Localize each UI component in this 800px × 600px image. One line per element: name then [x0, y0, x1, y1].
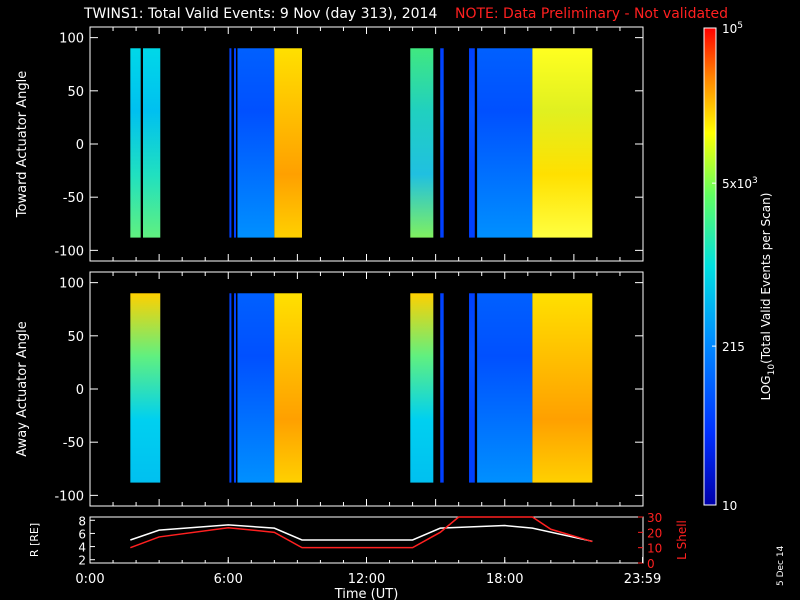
heatmap-block: [130, 48, 141, 238]
y-tick-label: -100: [54, 489, 84, 504]
y-axis-label: Toward Actuator Angle: [15, 71, 30, 218]
y-tick-label: 0: [76, 383, 84, 398]
colorbar-tick-label: 10: [722, 499, 737, 513]
right-y-axis-label: L Shell: [675, 520, 689, 560]
heatmap-top-panel: [90, 27, 643, 261]
y-tick-label: 100: [59, 277, 84, 292]
heatmap-bottom-panel: [90, 272, 643, 506]
heatmap-block: [237, 48, 275, 238]
colorbar-tick-label: 215: [722, 340, 745, 354]
x-tick-label: 23:59: [624, 572, 661, 587]
y-tick-label: -100: [54, 244, 84, 259]
title-note: NOTE: Data Preliminary - Not validated: [455, 6, 729, 22]
heatmap-block: [440, 293, 444, 483]
colorbar-gradient: [703, 27, 717, 506]
left-y-tick-label: 8: [78, 514, 86, 528]
heatmap-block: [532, 48, 593, 238]
title-main: TWINS1: Total Valid Events: 9 Nov (day 3…: [84, 6, 438, 22]
heatmap-block: [234, 48, 237, 238]
y-tick-label: -50: [63, 191, 84, 206]
left-y-tick-label: 6: [78, 527, 86, 541]
date-stamp: 5 Dec 14: [776, 545, 786, 586]
heatmap-block: [477, 293, 533, 483]
heatmap-block: [130, 293, 161, 483]
heatmap-block: [142, 48, 161, 238]
heatmap-block: [274, 48, 302, 238]
heatmap-block: [477, 48, 533, 238]
heatmap-block: [410, 293, 434, 483]
heatmap-block: [237, 293, 275, 483]
x-axis-label: Time (UT): [334, 587, 399, 600]
colorbar: 10 215 5x103 105 LOG10(Total Valid Events pe…: [703, 21, 777, 513]
y-tick-label: 50: [67, 85, 84, 100]
y-tick-label: 100: [59, 32, 84, 47]
heatmap-block: [410, 48, 434, 238]
y-axis-label: Away Actuator Angle: [15, 321, 30, 456]
colorbar-tick-label: 5x103: [722, 176, 758, 191]
y-tick-label: 50: [67, 330, 84, 345]
colorbar-tick-label: 105: [722, 21, 743, 36]
x-tick-label: 12:00: [348, 572, 385, 587]
x-tick-label: 0:00: [75, 572, 104, 587]
heatmap-block: [229, 48, 232, 238]
x-tick-label: 6:00: [214, 572, 243, 587]
left-y-axis-label: R [RE]: [28, 523, 41, 557]
y-tick-label: 0: [76, 138, 84, 153]
heatmap-block: [469, 48, 475, 238]
heatmap-block: [469, 293, 475, 483]
right-y-tick-label: 10: [647, 542, 662, 556]
x-tick-label: 18:00: [486, 572, 523, 587]
series-line-l-shell: [130, 516, 593, 549]
heatmap-block: [532, 293, 593, 483]
axes-layer: -100 -50 0 50 100 Toward Actuator Angle -100 -5…: [15, 26, 644, 507]
plot-title: TWINS1: Total Valid Events: 9 Nov (day 3…: [0, 6, 800, 26]
heatmap-block: [274, 293, 302, 483]
heatmap-block: [440, 48, 444, 238]
left-y-tick-label: 4: [78, 541, 86, 555]
series-line-r--re-: [130, 524, 593, 543]
colorbar-label: LOG10(Total Valid Events per Scan): [759, 193, 777, 401]
right-y-tick-label: 0: [647, 557, 655, 571]
right-y-tick-label: 30: [647, 511, 662, 525]
y-tick-label: -50: [63, 436, 84, 451]
heatmap-block: [229, 293, 232, 483]
heatmap-block: [234, 293, 237, 483]
left-y-tick-label: 2: [78, 554, 86, 568]
right-y-tick-label: 20: [647, 526, 662, 540]
